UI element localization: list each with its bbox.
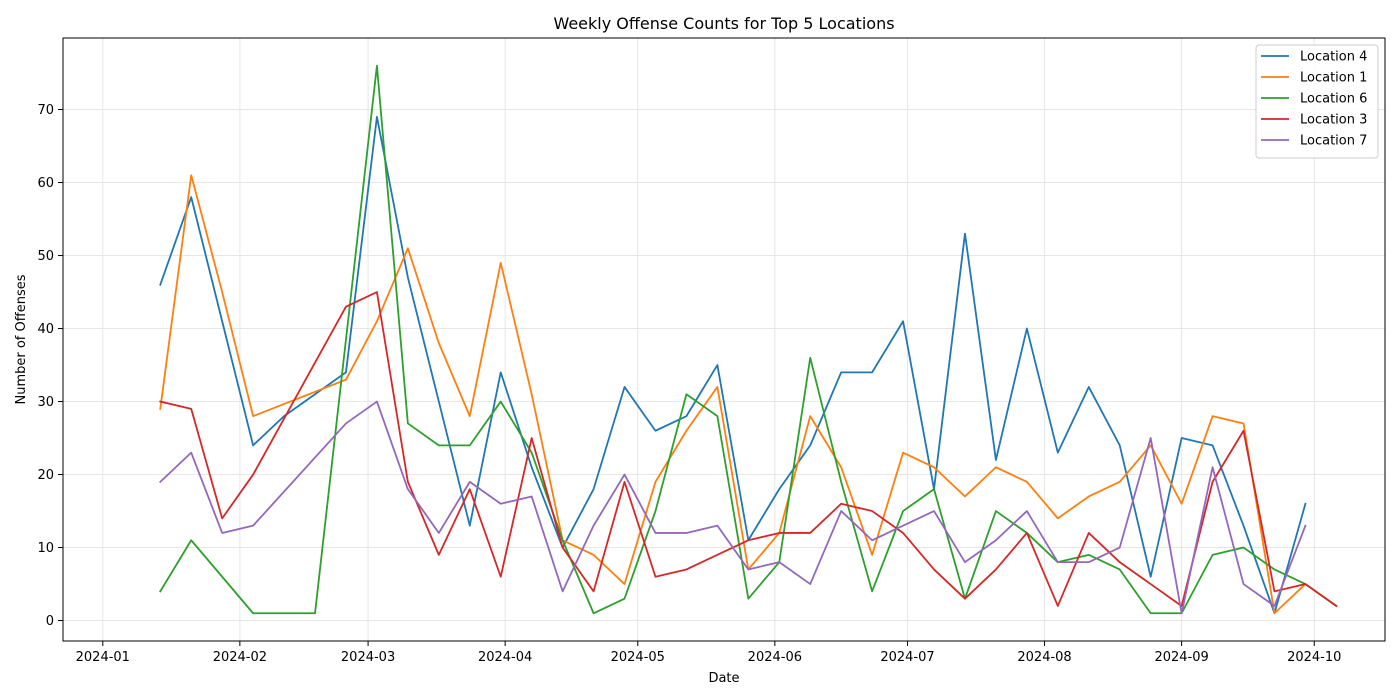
- series-line-location-4: [159, 115, 1307, 615]
- legend-label: Location 6: [1300, 92, 1367, 107]
- legend-label: Location 1: [1300, 71, 1367, 86]
- x-tick-label: 2024-08: [1017, 650, 1071, 665]
- y-tick-label: 40: [37, 322, 54, 337]
- series-line-location-7: [158, 400, 1307, 615]
- series-line-location-3: [159, 291, 1338, 608]
- legend-label: Location 7: [1300, 134, 1367, 149]
- legend-box: [1255, 44, 1379, 159]
- x-tick-label: 2024-07: [880, 650, 934, 665]
- y-tick-label: 10: [37, 541, 54, 556]
- y-axis: 0 10 20 30 40 50 60 70: [37, 103, 63, 629]
- x-tick-label: 2024-10: [1287, 650, 1341, 665]
- y-tick-label: 70: [37, 103, 54, 118]
- chart-title: Weekly Offense Counts for Top 5 Location…: [553, 14, 894, 33]
- plot-frame: [62, 37, 1386, 642]
- x-tick-label: 2024-06: [748, 650, 802, 665]
- legend-label: Location 3: [1300, 113, 1367, 128]
- x-tick-label: 2024-09: [1154, 650, 1208, 665]
- series-line-location-6: [159, 64, 1338, 615]
- series-lines: [158, 64, 1338, 615]
- legend-label: Location 4: [1300, 50, 1367, 65]
- y-axis-title: Number of Offenses: [14, 274, 29, 404]
- y-tick-label: 60: [37, 176, 54, 191]
- x-tick-label: 2024-05: [611, 650, 665, 665]
- legend: Location 4 Location 1 Location 6 Location 3…: [1255, 44, 1379, 159]
- x-tick-label: 2024-02: [213, 650, 267, 665]
- x-axis: 2024-01 2024-02 2024-03 2024-04 2024-05 2024-…: [76, 641, 1341, 665]
- x-tick-label: 2024-04: [478, 650, 532, 665]
- x-tick-label: 2024-01: [76, 650, 130, 665]
- y-tick-label: 20: [37, 468, 54, 483]
- x-tick-label: 2024-03: [341, 650, 395, 665]
- y-tick-label: 0: [46, 614, 54, 629]
- y-tick-label: 50: [37, 249, 54, 264]
- y-tick-label: 30: [37, 395, 54, 410]
- x-axis-title: Date: [708, 671, 739, 686]
